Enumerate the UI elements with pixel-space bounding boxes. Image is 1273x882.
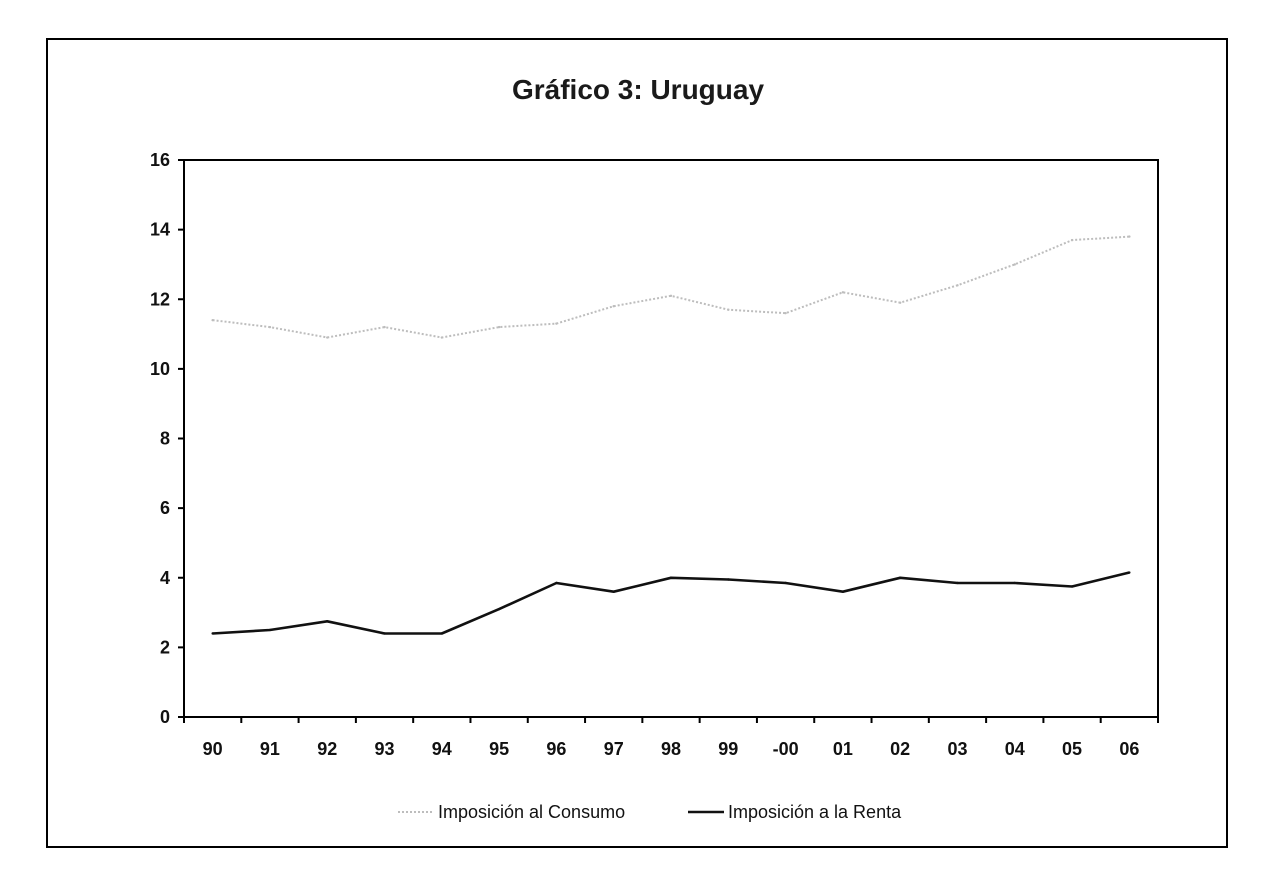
series-1-point [555,581,558,585]
x-tick-label: 92 [317,739,337,759]
series-0-point [211,318,214,322]
series-0-point [440,336,444,339]
series-1-point [956,581,959,585]
x-tick-label: 93 [375,739,395,759]
series-0-point [727,308,730,311]
x-tick-label: 95 [489,739,509,759]
series-1-point [612,590,615,593]
x-tick-label: 99 [718,739,738,759]
x-tick-label: 96 [546,739,566,759]
series-0-point [956,284,959,287]
legend-label-0: Imposición al Consumo [438,802,625,822]
series-0-point [1070,238,1074,242]
series-0-point [1128,235,1131,238]
x-tick-label: 03 [947,739,967,759]
y-tick-label: 2 [160,637,170,657]
series-1-point [268,628,272,632]
plot-area-border [183,159,1159,718]
series-line-0 [212,235,1130,339]
series-1-point [1128,571,1131,574]
x-tick-label: 02 [890,739,910,759]
series-line-1 [212,571,1130,635]
series-1-point [669,576,673,579]
series-0-point [612,305,615,308]
series-1-point [898,576,902,579]
x-tick-label: 01 [833,739,853,759]
series-0-point [326,336,329,339]
y-tick-label: 6 [160,498,170,518]
series-1-point [727,578,730,581]
series-0-point [784,311,787,315]
series-1-point [211,632,214,635]
y-tick-label: 16 [150,150,170,170]
series-0-point [383,325,386,329]
series-0-point [268,325,272,329]
series-0-point [898,301,902,304]
legend-label-1: Imposición a la Renta [728,802,902,822]
series-0-point [841,291,845,294]
x-tick-label: 04 [1005,739,1025,759]
series-1-point [1070,585,1074,588]
series-0-point [555,322,558,325]
series-1-point [326,620,329,623]
series-1-point [841,590,845,593]
chart-title: Gráfico 3: Uruguay [512,74,764,105]
series-1-point [383,632,386,635]
x-tick-label: 90 [203,739,223,759]
x-tick-label: 98 [661,739,681,759]
series-0-point [1013,263,1016,266]
y-tick-label: 14 [150,220,170,240]
series-1-point [1013,581,1016,585]
series-1-point [784,581,787,585]
y-tick-label: 0 [160,707,170,727]
y-tick-label: 8 [160,429,170,449]
x-tick-label: 91 [260,739,280,759]
chart-frame: Gráfico 3: Uruguay 0 2 4 6 8 10 12 14 16 90 91 92 93… [46,38,1228,848]
series-1-point [497,607,501,611]
x-tick-label: 97 [604,739,624,759]
x-tick-label: -00 [773,739,799,759]
y-tick-label: 12 [150,289,170,309]
x-tick-label: 94 [432,739,452,759]
series-1-point [440,632,444,635]
x-tick-label: 06 [1119,739,1139,759]
series-0-point [497,325,501,329]
series-0-point [669,294,673,297]
y-tick-label: 4 [160,568,170,588]
x-tick-label: 05 [1062,739,1082,759]
y-tick-label: 10 [150,359,170,379]
